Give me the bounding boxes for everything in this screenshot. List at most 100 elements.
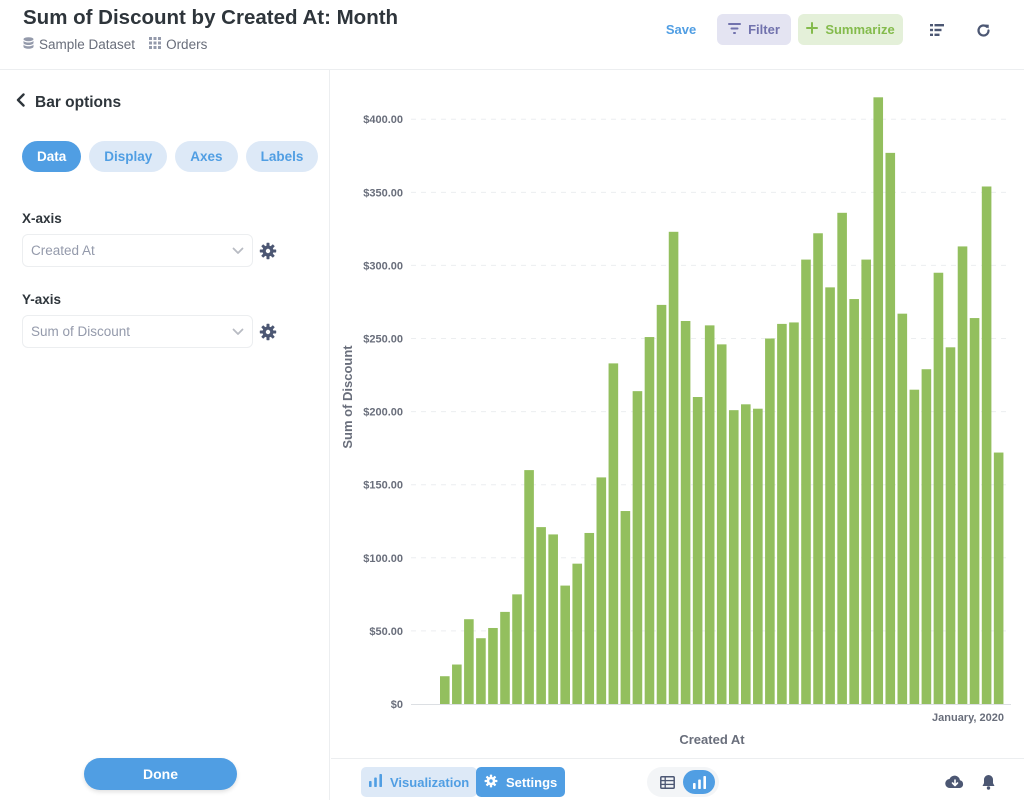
bell-icon[interactable] (977, 772, 999, 792)
option-tabs: Data Display Axes Labels (22, 141, 326, 172)
bar[interactable] (849, 299, 859, 704)
y-tick-label: $200.00 (363, 407, 403, 419)
y-tick-label: $300.00 (363, 260, 403, 272)
bar[interactable] (632, 391, 643, 704)
bar[interactable] (716, 344, 727, 704)
visualization-label: Visualization (390, 774, 470, 790)
bar[interactable] (957, 246, 968, 705)
bar[interactable] (765, 338, 775, 704)
table-view-icon[interactable] (654, 771, 680, 793)
breadcrumb-database[interactable]: Sample Dataset (23, 37, 135, 52)
y-axis-label: Y-axis (22, 292, 62, 307)
plus-icon (806, 22, 825, 37)
bar[interactable] (584, 532, 595, 704)
chevron-down-icon (232, 324, 244, 339)
bar[interactable] (560, 585, 570, 704)
bar[interactable] (981, 186, 992, 704)
bar[interactable] (825, 287, 835, 704)
chevron-down-icon (232, 243, 244, 258)
x-axis-title: Created At (679, 732, 745, 747)
x-axis-select[interactable]: Created At (22, 234, 253, 267)
x-tick-label: January, 2020 (932, 712, 1004, 724)
bar[interactable] (620, 511, 631, 704)
bar[interactable] (933, 272, 944, 704)
bar-chart: $0 $50.00 $100.00 $150.00 $200.00 $250.00 $300… (340, 97, 1011, 747)
bar[interactable] (704, 325, 715, 704)
bar[interactable] (644, 337, 655, 704)
bar[interactable] (921, 369, 932, 704)
notebook-list-icon[interactable] (925, 18, 949, 42)
bar[interactable] (969, 318, 980, 704)
bar[interactable] (897, 313, 908, 704)
bar[interactable] (692, 397, 703, 704)
y-axis-value: Sum of Discount (31, 324, 131, 339)
footer: Visualization Settings (331, 758, 1024, 800)
chevron-left-icon (16, 93, 35, 112)
bar[interactable] (813, 233, 823, 704)
gear-icon (484, 774, 506, 791)
bar[interactable] (656, 304, 667, 704)
visualization-button[interactable]: Visualization (361, 767, 478, 797)
bar[interactable] (861, 259, 871, 704)
bar[interactable] (500, 611, 510, 704)
bars (440, 97, 1004, 705)
bar[interactable] (440, 676, 450, 704)
bar[interactable] (452, 664, 462, 704)
bar[interactable] (728, 410, 739, 704)
bar[interactable] (464, 619, 474, 704)
bar[interactable] (524, 470, 534, 704)
y-tick-label: $50.00 (369, 626, 403, 638)
bar[interactable] (548, 534, 558, 704)
chart-view-icon[interactable] (683, 770, 715, 794)
x-axis-gear-icon[interactable] (259, 242, 277, 260)
y-tick-label: $400.00 (363, 114, 403, 126)
bar[interactable] (668, 231, 679, 705)
bar[interactable] (909, 389, 920, 704)
done-button[interactable]: Done (84, 758, 237, 790)
tab-axes[interactable]: Axes (175, 141, 238, 172)
bar[interactable] (801, 259, 811, 704)
bar[interactable] (873, 97, 884, 704)
header: Sum of Discount by Created At: Month Sam… (0, 0, 1024, 70)
summarize-button[interactable]: Summarize (798, 14, 903, 45)
bar[interactable] (512, 594, 522, 704)
bar[interactable] (488, 627, 498, 704)
bar[interactable] (680, 320, 691, 704)
bar[interactable] (753, 408, 763, 704)
bar[interactable] (476, 638, 486, 704)
bar[interactable] (777, 323, 787, 704)
bar[interactable] (741, 404, 751, 704)
view-toggle (647, 767, 719, 797)
tab-data[interactable]: Data (22, 141, 82, 172)
back-button[interactable]: Bar options (16, 93, 121, 112)
tab-display[interactable]: Display (89, 141, 168, 172)
bar[interactable] (608, 363, 619, 704)
bar-chart-icon (369, 774, 390, 790)
y-tick-label: $250.00 (363, 334, 403, 346)
bar[interactable] (536, 527, 546, 704)
back-label: Bar options (35, 93, 122, 111)
bar[interactable] (596, 477, 607, 704)
settings-button[interactable]: Settings (476, 767, 566, 797)
breadcrumb-database-label: Sample Dataset (39, 37, 136, 52)
y-axis-gear-icon[interactable] (259, 323, 277, 341)
download-icon[interactable] (944, 772, 966, 792)
y-axis-select[interactable]: Sum of Discount (22, 315, 253, 348)
bar[interactable] (993, 452, 1004, 704)
refresh-icon[interactable] (971, 18, 995, 42)
bar[interactable] (572, 563, 583, 704)
filter-label: Filter (748, 22, 780, 37)
sidebar: Bar options Data Display Axes Labels X-a… (0, 70, 330, 800)
bar[interactable] (837, 212, 847, 705)
y-tick-label: $150.00 (363, 480, 403, 492)
bar[interactable] (789, 322, 799, 704)
y-axis-title: Sum of Discount (340, 345, 355, 449)
tab-labels[interactable]: Labels (245, 141, 319, 172)
save-button[interactable]: Save (665, 22, 697, 37)
filter-button[interactable]: Filter (717, 14, 791, 45)
x-axis-label: X-axis (22, 211, 62, 226)
breadcrumb-table[interactable]: Orders (149, 37, 207, 52)
bar[interactable] (945, 347, 956, 704)
summarize-label: Summarize (825, 22, 895, 37)
bar[interactable] (885, 152, 896, 705)
